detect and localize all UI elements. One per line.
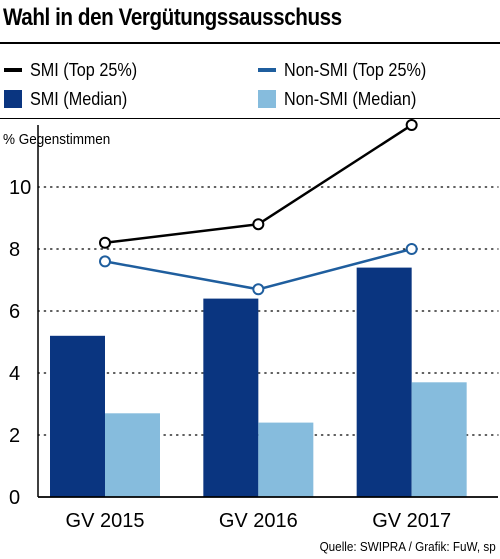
legend-item-nonsmi-top25: Non-SMI (Top 25%) bbox=[258, 59, 442, 81]
y-tick-label-4: 4 bbox=[9, 363, 20, 385]
legend-label-nonsmi-top25: Non-SMI (Top 25%) bbox=[284, 59, 427, 80]
legend-item-smi-median: SMI (Median) bbox=[4, 88, 138, 110]
x-tick-label-2: GV 2017 bbox=[372, 510, 451, 532]
bar-1-2 bbox=[411, 382, 467, 497]
line-point-1-2 bbox=[405, 243, 418, 255]
y-axis-label: % Gegenstimmen bbox=[3, 131, 111, 148]
chart-title: Wahl in den Vergütungssausschuss bbox=[3, 4, 342, 31]
line-point-0-1 bbox=[252, 218, 265, 231]
bar-1-0 bbox=[105, 413, 160, 497]
legend-label-smi-top25: SMI (Top 25%) bbox=[30, 59, 138, 80]
legend-swatch-nonsmi-median bbox=[258, 90, 276, 108]
line-point-1-1 bbox=[252, 283, 265, 296]
legend-label-smi-median: SMI (Median) bbox=[30, 88, 128, 109]
line-point-1-0 bbox=[99, 255, 111, 268]
y-tick-label-6: 6 bbox=[9, 301, 20, 323]
legend-swatch-smi-median bbox=[4, 90, 22, 108]
bar-0-2 bbox=[356, 267, 412, 497]
legend-item-smi-top25: SMI (Top 25%) bbox=[4, 59, 149, 81]
legend-rule bbox=[0, 118, 500, 119]
y-tick-label-2: 2 bbox=[9, 425, 20, 447]
line-point-0-2 bbox=[405, 119, 418, 131]
bar-1-1 bbox=[258, 422, 314, 497]
x-tick-label-0: GV 2015 bbox=[66, 510, 145, 532]
legend-label-nonsmi-median: Non-SMI (Median) bbox=[284, 88, 417, 109]
y-tick-label-0: 0 bbox=[9, 487, 20, 509]
line-point-0-0 bbox=[99, 236, 111, 249]
legend-swatch-nonsmi-top25 bbox=[258, 68, 276, 72]
legend-swatch-smi-top25 bbox=[4, 68, 22, 72]
y-tick-label-10: 10 bbox=[9, 177, 31, 199]
bar-0-1 bbox=[203, 298, 259, 497]
source-credit: Quelle: SWIPRA / Grafik: FuW, sp bbox=[319, 539, 496, 554]
title-rule bbox=[0, 42, 500, 44]
bar-0-0 bbox=[50, 335, 105, 497]
legend-item-nonsmi-median: Non-SMI (Median) bbox=[258, 88, 431, 110]
x-tick-label-1: GV 2016 bbox=[219, 510, 298, 532]
y-tick-label-8: 8 bbox=[9, 239, 20, 261]
